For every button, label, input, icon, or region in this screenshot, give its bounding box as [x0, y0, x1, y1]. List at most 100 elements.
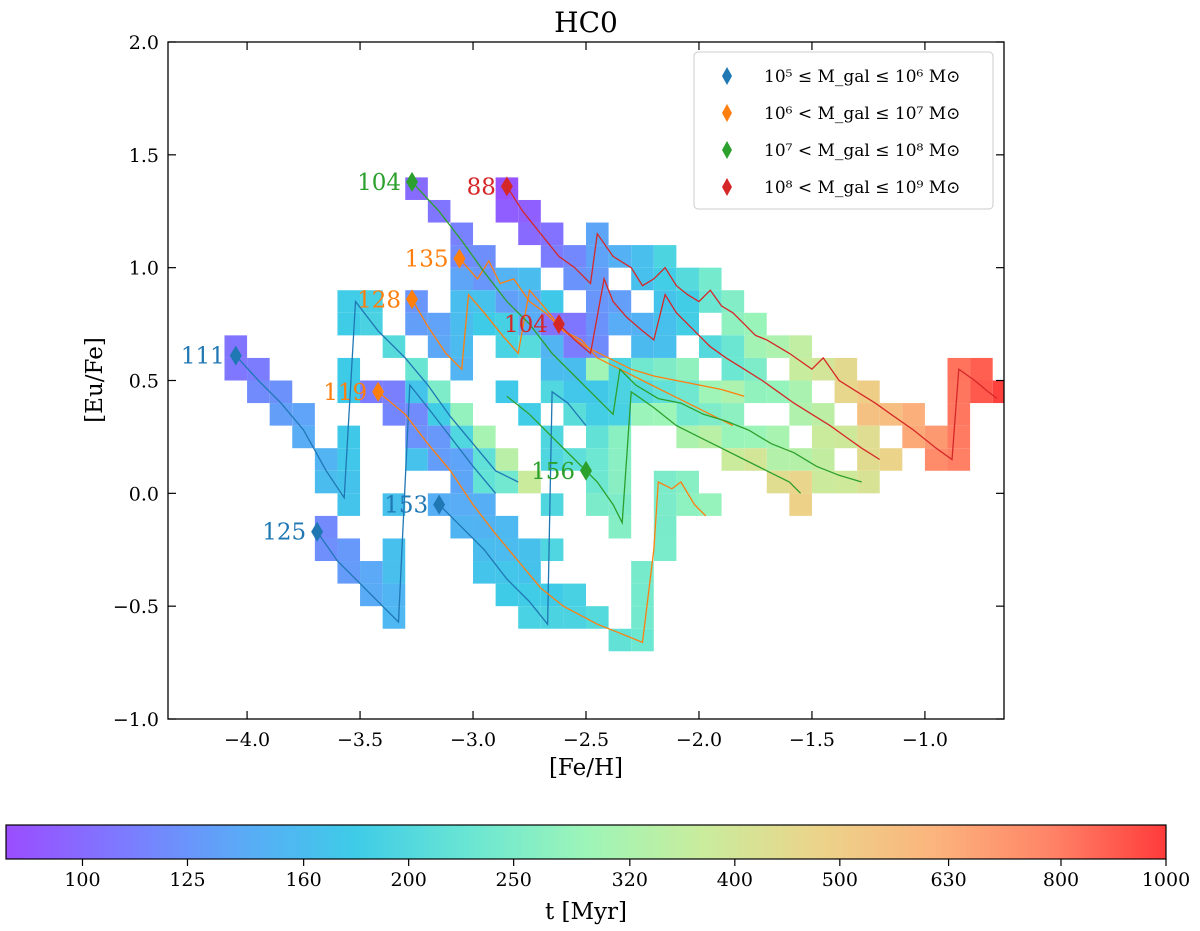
- legend-label: 10⁸ < M_gal ≤ 10⁹ M⊙: [764, 178, 960, 198]
- start-marker-153: [433, 494, 446, 515]
- bin-cell: [586, 403, 609, 426]
- series-line-88: [506, 186, 998, 461]
- bin-cell: [563, 357, 586, 381]
- bin-cell: [495, 515, 519, 539]
- bin-cell: [789, 470, 812, 494]
- bin-cell: [721, 448, 745, 471]
- bin-cell: [608, 403, 632, 426]
- series-line-119: [377, 391, 707, 644]
- bin-cell: [608, 290, 632, 313]
- x-tick-label: −4.0: [224, 729, 270, 751]
- series-annotation-88: 88: [467, 174, 496, 200]
- bin-cell: [450, 425, 474, 449]
- bin-cell: [947, 380, 971, 404]
- bin-cell: [608, 245, 632, 268]
- bin-cell: [970, 380, 993, 404]
- bin-cell: [540, 448, 564, 471]
- start-marker-156: [580, 460, 592, 481]
- bin-cell: [473, 312, 496, 336]
- bin-cell: [789, 380, 812, 404]
- series-annotation-135: 135: [405, 247, 449, 273]
- bin-cell: [902, 403, 925, 426]
- bin-cell: [473, 561, 496, 584]
- colorbar-ticks: 100 125 160 200 250 320 400 500 630 800 1000: [64, 859, 1190, 891]
- bin-cell: [586, 493, 609, 516]
- series-annotation-104: 104: [357, 170, 401, 196]
- bin-cell: [631, 583, 654, 607]
- bin-cell: [676, 267, 699, 291]
- bin-cell: [518, 606, 541, 629]
- bin-cell: [676, 357, 699, 381]
- series-line-153: [438, 390, 587, 627]
- bin-cell: [540, 335, 564, 358]
- legend-box: [693, 51, 994, 210]
- bin-cell: [586, 245, 609, 268]
- bin-cell: [653, 357, 677, 381]
- bin-cell: [608, 312, 632, 336]
- bin-cell: [744, 380, 767, 404]
- chart-title: HC0: [554, 6, 618, 39]
- bin-cell: [337, 470, 361, 494]
- series-annotation-128: 128: [357, 287, 401, 313]
- bin-cell: [586, 606, 609, 629]
- bin-cell: [563, 312, 586, 336]
- bin-cell: [495, 380, 519, 404]
- bin-cell: [608, 515, 632, 539]
- bin-cell: [540, 538, 564, 562]
- bin-cell: [337, 380, 361, 404]
- legend-label: 10⁶ < M_gal ≤ 10⁷ M⊙: [764, 104, 960, 124]
- y-tick-label: 2.0: [129, 32, 159, 54]
- bin-cell: [473, 493, 496, 516]
- bin-cell: [382, 403, 406, 426]
- bin-cell: [382, 583, 406, 607]
- start-marker-125: [311, 521, 324, 542]
- bin-cell: [518, 583, 541, 607]
- bin-cell: [518, 538, 541, 562]
- y-tick-label: −1.0: [113, 709, 159, 731]
- bin-cell: [518, 267, 541, 291]
- bin-cell: [586, 312, 609, 336]
- colorbar-tick-label: 800: [1043, 869, 1079, 891]
- bin-cell: [608, 380, 632, 404]
- bin-cell: [495, 538, 519, 562]
- bin-cell: [473, 448, 496, 471]
- x-tick-label: −2.5: [563, 729, 609, 751]
- bin-cell: [631, 312, 654, 336]
- bin-cell: [676, 425, 699, 449]
- bin-cell: [540, 583, 564, 607]
- bin-cell: [247, 357, 270, 381]
- colorbar-tick-label: 250: [496, 869, 532, 891]
- bin-cell: [631, 561, 654, 584]
- colorbar: 100 125 160 200 250 320 400 500 630 800 1000 t [My…: [5, 824, 1190, 925]
- bin-cell: [540, 245, 564, 268]
- bin-cell: [631, 245, 654, 268]
- bin-cell: [337, 448, 361, 471]
- bin-cell: [450, 312, 474, 336]
- bin-cell: [744, 357, 767, 381]
- series-annotation-153: 153: [384, 493, 428, 519]
- series-annotation-125: 125: [262, 520, 306, 546]
- bin-cell: [405, 357, 428, 381]
- bin-cell: [744, 448, 767, 471]
- bin-cell: [337, 312, 361, 336]
- bin-cell: [631, 403, 654, 426]
- series-line-156: [506, 390, 802, 526]
- bin-cell: [744, 335, 767, 358]
- bin-cell: [540, 222, 564, 246]
- y-tick-label: −0.5: [113, 596, 159, 618]
- series-annotation-111: 111: [181, 344, 225, 370]
- y-tick-label: 1.0: [129, 258, 159, 280]
- bin-cell: [450, 493, 474, 516]
- colorbar-tick-label: 1000: [1142, 869, 1190, 891]
- colorbar-tick-label: 630: [930, 869, 966, 891]
- legend-marker: [722, 141, 732, 159]
- bin-cell: [563, 245, 586, 268]
- colorbar-tick-label: 320: [612, 869, 648, 891]
- bin-cell: [721, 403, 745, 426]
- bin-cell: [382, 561, 406, 584]
- x-tick-label: −3.0: [450, 729, 496, 751]
- bin-cell: [766, 425, 790, 449]
- bin-cell: [947, 403, 971, 426]
- bin-cell: [450, 470, 474, 494]
- legend-marker: [722, 104, 732, 122]
